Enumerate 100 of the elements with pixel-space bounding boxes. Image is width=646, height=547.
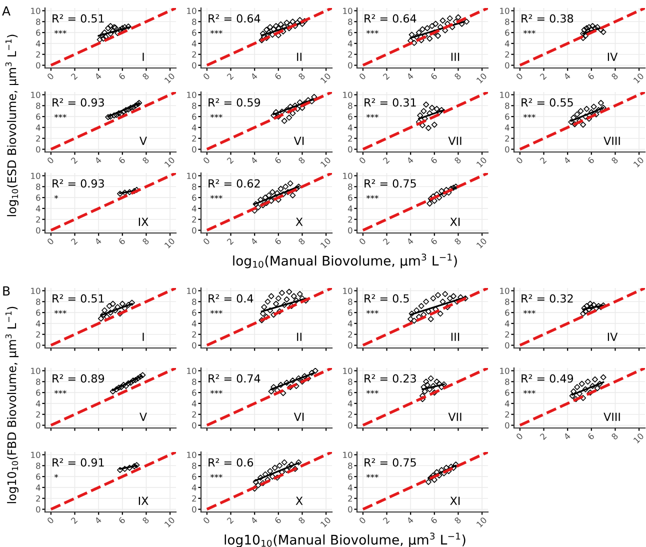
x-tick-label: 8 [142, 72, 150, 80]
y-tick-label: 10 [500, 92, 510, 98]
annotation: II [297, 52, 302, 61]
x-tick-label: 2 [540, 156, 547, 164]
y-tick-label: 4 [504, 400, 510, 407]
x-tick-label: 0 [358, 238, 366, 246]
annotation: R² = 0.51 [52, 294, 104, 303]
annotation: *** [523, 310, 536, 314]
y-tick-label: 8 [348, 184, 352, 190]
y-tick-label: 2 [348, 331, 352, 338]
x-tick-label: 4 [250, 72, 258, 80]
x-tick-label: 8 [298, 156, 306, 164]
annotation: VII [448, 136, 462, 145]
annotation: X [296, 218, 303, 226]
annotation: *** [366, 30, 378, 34]
y-tick-label: 0 [348, 62, 352, 69]
annotation: *** [210, 195, 222, 199]
annotation: *** [54, 30, 66, 34]
x-tick-label: 4 [250, 238, 258, 246]
y-tick-label: 0 [192, 62, 196, 69]
y-tick-label: 4 [348, 124, 352, 131]
y-tick-label: 4 [192, 484, 196, 491]
y-tick-label: 4 [192, 206, 196, 212]
annotation: *** [523, 30, 536, 34]
y-tick-label: 6 [192, 194, 196, 201]
y-tick-label: 0 [348, 146, 352, 153]
x-tick-label: 0 [202, 72, 210, 80]
y-tick-label: 10 [343, 368, 352, 374]
x-tick-label: 6 [587, 72, 595, 80]
y-tick-label: 6 [36, 194, 40, 201]
y-tick-label: 6 [36, 114, 40, 120]
annotation: V [140, 412, 147, 421]
x-tick-label: 0 [516, 432, 524, 440]
x-tick-label: 6 [118, 156, 126, 164]
y-tick-label: 0 [36, 146, 40, 153]
y-tick-label: 4 [36, 124, 40, 131]
y-tick-label: 4 [504, 124, 510, 131]
x-tick-label: 0 [46, 238, 54, 246]
y-tick-label: 8 [36, 378, 40, 385]
annotation: R² = 0.62 [208, 179, 260, 188]
x-tick-label: 0 [202, 516, 210, 524]
y-tick-label: 6 [192, 310, 196, 316]
y-tick-label: 10 [343, 452, 352, 458]
y-tick-label: 6 [348, 30, 352, 36]
y-tick-label: 8 [36, 462, 40, 469]
x-tick-label: 0 [358, 516, 366, 524]
y-tick-label: 2 [505, 331, 509, 338]
annotation: R² = 0.74 [208, 374, 260, 383]
annotation: R² = 0.75 [364, 458, 416, 467]
y-tick-label: 6 [348, 474, 352, 480]
annotation: IX [138, 218, 148, 226]
annotation: *** [366, 310, 378, 314]
y-tick-label: 10 [31, 452, 40, 458]
y-tick-label: 4 [348, 40, 352, 47]
annotation: VI [294, 412, 304, 421]
annotation: IV [608, 52, 618, 61]
y-tick-label: 10 [500, 368, 510, 374]
y-tick-label: 10 [31, 172, 40, 180]
y-tick-label: 8 [348, 298, 352, 305]
y-tick-label: 6 [505, 30, 510, 36]
x-tick-label: 0 [46, 156, 54, 164]
x-tick-label: 2 [226, 516, 234, 524]
y-tick-label: 0 [192, 146, 196, 153]
y-tick-label: 4 [192, 320, 196, 327]
x-tick-label: 4 [94, 156, 102, 164]
annotation: I [142, 52, 144, 61]
annotation: R² = 0.64 [364, 14, 416, 23]
x-tick-label: 8 [454, 516, 462, 524]
annotation: XI [450, 496, 460, 505]
y-tick-label: 0 [505, 422, 510, 429]
y-tick-label: 2 [36, 495, 40, 502]
x-tick-label: 8 [611, 156, 618, 164]
annotation: R² = 0.64 [208, 14, 260, 23]
y-tick-label: 4 [504, 40, 510, 47]
x-tick-label: 10 [476, 516, 488, 528]
y-tick-label: 10 [187, 92, 196, 98]
y-tick-label: 8 [348, 378, 352, 385]
annotation: *** [366, 474, 378, 478]
annotation: R² = 0.32 [522, 294, 573, 303]
x-tick-label: 8 [454, 238, 462, 246]
annotation: X [296, 496, 303, 505]
annotation: * [54, 195, 58, 199]
annotation: * [54, 474, 58, 478]
y-tick-label: 6 [505, 310, 510, 316]
annotation: R² = 0.93 [52, 179, 104, 188]
x-tick-label: 2 [540, 72, 547, 80]
y-tick-label: 0 [348, 342, 352, 349]
x-tick-label: 2 [70, 156, 78, 164]
x-tick-label: 4 [94, 516, 102, 524]
x-tick-label: 2 [382, 72, 390, 80]
annotation: III [451, 52, 460, 61]
y-tick-label: 10 [31, 8, 40, 14]
x-tick-label: 6 [430, 156, 438, 164]
x-tick-label: 4 [563, 432, 571, 440]
y-tick-label: 8 [505, 378, 510, 385]
y-tick-label: 6 [36, 30, 40, 36]
y-tick-label: 10 [31, 368, 40, 374]
y-tick-label: 10 [187, 452, 196, 458]
chart-title: B [3, 286, 10, 296]
annotation: R² = 0.6 [208, 458, 254, 467]
